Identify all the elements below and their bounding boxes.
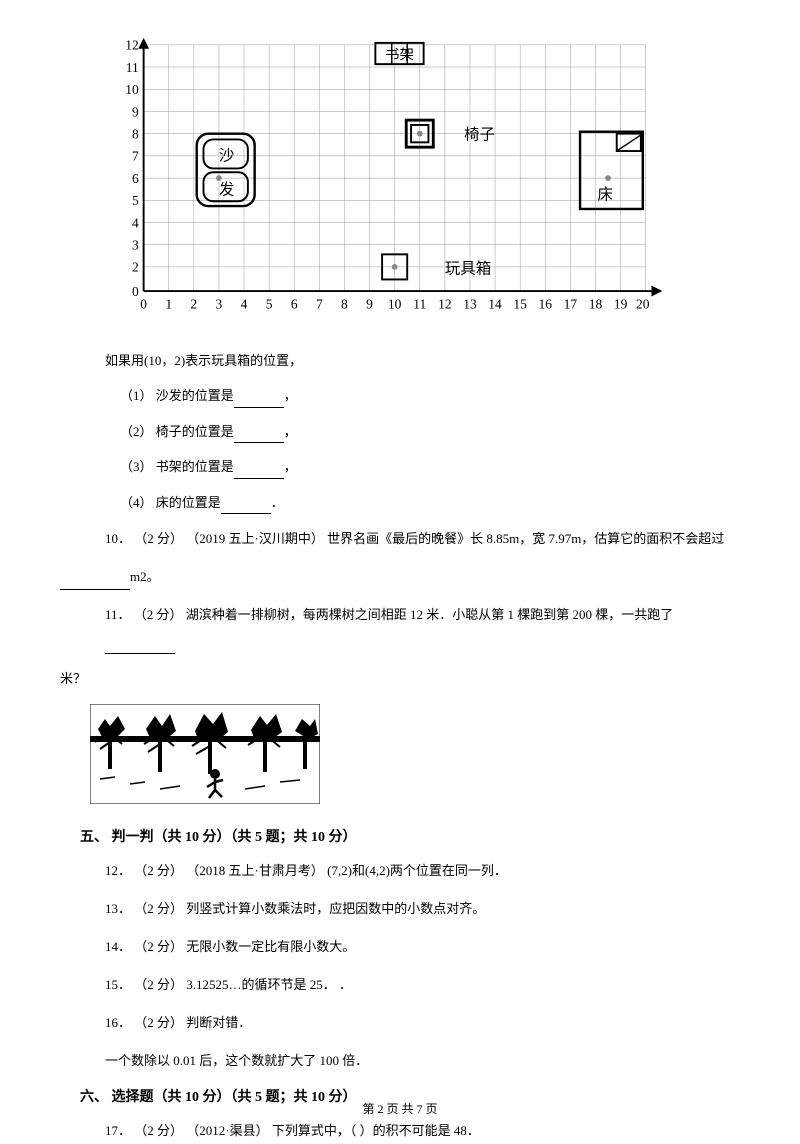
bookshelf-item: 书架 bbox=[375, 43, 423, 64]
sub3-text: （3） 书架的位置是 bbox=[120, 459, 234, 474]
svg-text:3: 3 bbox=[216, 296, 223, 311]
sub-question-1: （1） 沙发的位置是 ， bbox=[120, 384, 740, 407]
svg-text:10: 10 bbox=[125, 82, 139, 97]
question-15: 15． （2 分） 3.12525…的循环节是 25． ． bbox=[105, 972, 740, 998]
question-10: 10． （2 分） （2019 五上·汉川期中） 世界名画《最后的晚餐》长 8.… bbox=[105, 526, 740, 552]
svg-text:9: 9 bbox=[132, 104, 139, 119]
sub-question-4: （4） 床的位置是 ． bbox=[120, 491, 740, 514]
q10-text: 10． （2 分） （2019 五上·汉川期中） 世界名画《最后的晚餐》长 8.… bbox=[105, 531, 724, 546]
period: ． bbox=[271, 495, 284, 510]
blank bbox=[105, 640, 175, 654]
question-intro: 如果用(10，2)表示玩具箱的位置， bbox=[105, 349, 740, 372]
svg-text:发: 发 bbox=[219, 180, 234, 198]
section-5-heading: 五、 判一判（共 10 分）（共 5 题；共 10 分） bbox=[80, 826, 740, 846]
svg-text:16: 16 bbox=[539, 296, 553, 311]
svg-text:0: 0 bbox=[140, 296, 147, 311]
svg-text:11: 11 bbox=[126, 60, 139, 75]
svg-text:书架: 书架 bbox=[385, 46, 414, 63]
svg-text:10: 10 bbox=[388, 296, 402, 311]
svg-text:7: 7 bbox=[132, 149, 139, 164]
svg-text:9: 9 bbox=[366, 296, 373, 311]
svg-text:14: 14 bbox=[488, 296, 502, 311]
q10-continuation: m2。 bbox=[60, 564, 740, 590]
sofa-item: 沙 发 bbox=[197, 134, 255, 206]
svg-text:19: 19 bbox=[614, 296, 628, 311]
question-14: 14． （2 分） 无限小数一定比有限小数大。 bbox=[105, 934, 740, 960]
blank bbox=[234, 465, 284, 479]
sub2-text: （2） 椅子的位置是 bbox=[120, 424, 234, 439]
sub1-text: （1） 沙发的位置是 bbox=[120, 388, 234, 403]
comma: ， bbox=[284, 388, 297, 403]
question-17: 17． （2 分） （2012·渠县） 下列算式中，（ ）的积不可能是 48． bbox=[105, 1118, 740, 1144]
q11-end: 米？ bbox=[60, 666, 740, 692]
question-12: 12． （2 分） （2018 五上·甘肃月考） (7,2)和(4,2)两个位置… bbox=[105, 858, 740, 884]
question-13: 13． （2 分） 列竖式计算小数乘法时，应把因数中的小数点对齐。 bbox=[105, 896, 740, 922]
q11-text: 11． （2 分） 湖滨种着一排柳树，每两棵树之间相距 12 米．小聪从第 1 … bbox=[105, 607, 673, 622]
svg-text:13: 13 bbox=[463, 296, 477, 311]
bed-item: 床 bbox=[580, 132, 643, 209]
page-footer: 第 2 页 共 7 页 bbox=[0, 1100, 800, 1117]
blank bbox=[234, 429, 284, 443]
svg-text:2: 2 bbox=[190, 296, 197, 311]
svg-text:5: 5 bbox=[132, 193, 139, 208]
coordinate-grid-chart: 0 2 3 4 5 6 7 8 9 10 11 12 0 1 2 3 4 5 6 7 8 9 10 11… bbox=[105, 30, 740, 334]
svg-text:1: 1 bbox=[165, 296, 172, 311]
grid-svg: 0 2 3 4 5 6 7 8 9 10 11 12 0 1 2 3 4 5 6 7 8 9 10 11… bbox=[105, 30, 665, 330]
svg-text:玩具箱: 玩具箱 bbox=[445, 260, 491, 278]
sub-question-3: （3） 书架的位置是 ， bbox=[120, 455, 740, 478]
svg-text:17: 17 bbox=[564, 296, 578, 311]
question-16-sub: 一个数除以 0.01 后，这个数就扩大了 100 倍． bbox=[105, 1048, 740, 1074]
svg-text:床: 床 bbox=[597, 185, 612, 203]
q10-unit: m2。 bbox=[130, 569, 160, 584]
svg-text:6: 6 bbox=[132, 171, 139, 186]
svg-text:沙: 沙 bbox=[219, 148, 234, 165]
svg-text:5: 5 bbox=[266, 296, 273, 311]
svg-text:椅子: 椅子 bbox=[464, 125, 495, 143]
svg-text:8: 8 bbox=[341, 296, 348, 311]
svg-text:6: 6 bbox=[291, 296, 298, 311]
svg-text:0: 0 bbox=[132, 284, 139, 299]
blank bbox=[234, 394, 284, 408]
svg-text:4: 4 bbox=[241, 296, 248, 311]
question-11: 11． （2 分） 湖滨种着一排柳树，每两棵树之间相距 12 米．小聪从第 1 … bbox=[105, 602, 740, 654]
svg-text:18: 18 bbox=[589, 296, 603, 311]
svg-text:15: 15 bbox=[513, 296, 527, 311]
blank bbox=[221, 500, 271, 514]
tree-illustration bbox=[90, 704, 740, 808]
sub4-text: （4） 床的位置是 bbox=[120, 495, 221, 510]
svg-text:20: 20 bbox=[636, 296, 650, 311]
svg-text:4: 4 bbox=[132, 215, 139, 230]
svg-text:12: 12 bbox=[438, 296, 452, 311]
svg-text:2: 2 bbox=[132, 260, 139, 275]
svg-text:3: 3 bbox=[132, 238, 139, 253]
svg-text:12: 12 bbox=[125, 38, 138, 53]
svg-text:8: 8 bbox=[132, 126, 139, 141]
comma: ， bbox=[284, 459, 297, 474]
blank bbox=[60, 576, 130, 590]
question-16: 16． （2 分） 判断对错． bbox=[105, 1010, 740, 1036]
sub-question-2: （2） 椅子的位置是 ， bbox=[120, 420, 740, 443]
comma: ， bbox=[284, 424, 297, 439]
svg-text:7: 7 bbox=[316, 296, 323, 311]
svg-text:11: 11 bbox=[413, 296, 426, 311]
